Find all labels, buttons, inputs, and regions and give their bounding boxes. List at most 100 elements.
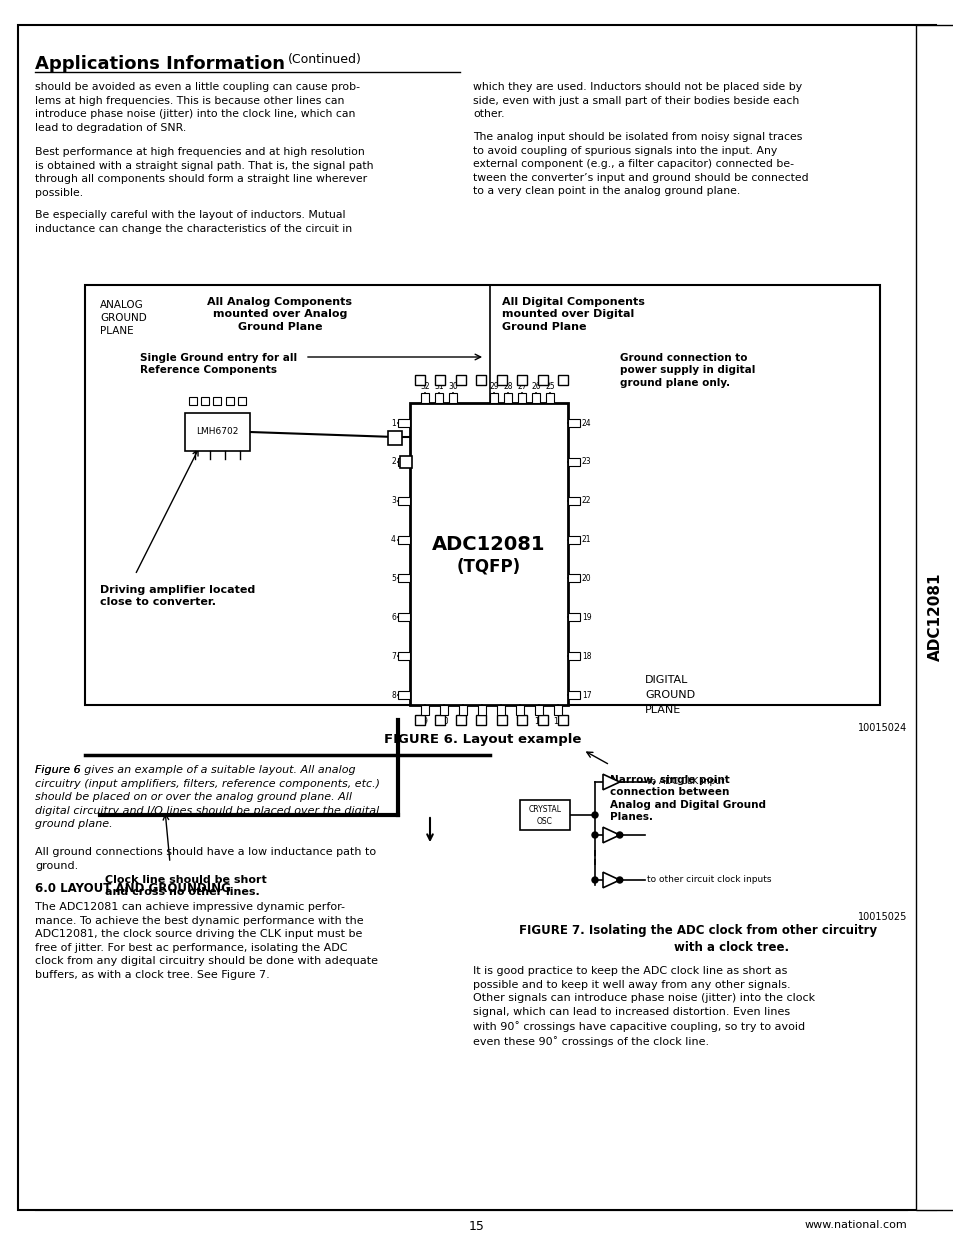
Bar: [213, 396, 221, 405]
Text: Clock line should be short
and cross no other lines.: Clock line should be short and cross no …: [105, 876, 267, 898]
Text: to ADC CLK input: to ADC CLK input: [646, 778, 723, 787]
Text: CRYSTAL: CRYSTAL: [528, 805, 561, 815]
Bar: [420, 393, 429, 403]
Bar: [415, 375, 424, 385]
Text: 2: 2: [391, 457, 395, 467]
Text: 3: 3: [391, 496, 395, 505]
Text: LMH6702: LMH6702: [196, 427, 238, 436]
Bar: [397, 614, 410, 621]
Text: ADC12081: ADC12081: [926, 573, 942, 661]
Bar: [415, 715, 424, 725]
Text: FIGURE 7. Isolating the ADC clock from other circuitry
                with a cl: FIGURE 7. Isolating the ADC clock from o…: [518, 924, 877, 953]
Text: 31: 31: [434, 382, 443, 391]
Bar: [397, 652, 410, 661]
Bar: [503, 393, 512, 403]
Text: Reference Components: Reference Components: [140, 366, 276, 375]
Text: 12: 12: [476, 718, 486, 726]
Bar: [420, 705, 429, 715]
Text: 15: 15: [469, 1220, 484, 1233]
Bar: [567, 536, 579, 543]
Bar: [497, 375, 506, 385]
Bar: [476, 715, 486, 725]
Text: 24: 24: [581, 419, 591, 427]
Text: ADC12081: ADC12081: [432, 535, 545, 553]
Bar: [535, 705, 542, 715]
Bar: [388, 431, 401, 445]
Text: 20: 20: [581, 574, 591, 583]
Bar: [397, 574, 410, 583]
Text: Best performance at high frequencies and at high resolution
is obtained with a s: Best performance at high frequencies and…: [35, 147, 374, 198]
Bar: [490, 393, 497, 403]
Text: 17: 17: [581, 690, 591, 699]
Bar: [237, 396, 246, 405]
Text: 19: 19: [581, 613, 591, 621]
Text: 9: 9: [422, 718, 427, 726]
Text: 10015024: 10015024: [857, 722, 906, 734]
Bar: [477, 705, 485, 715]
Text: All Analog Components
mounted over Analog
Ground Plane: All Analog Components mounted over Analo…: [208, 296, 352, 332]
Text: Narrow, single point
connection between
Analog and Digital Ground
Planes.: Narrow, single point connection between …: [609, 776, 765, 823]
Bar: [497, 715, 506, 725]
Text: should be avoided as even a little coupling can cause prob-
lems at high frequen: should be avoided as even a little coupl…: [35, 82, 359, 133]
Text: 25: 25: [544, 382, 555, 391]
Polygon shape: [602, 774, 619, 790]
Text: 28: 28: [503, 382, 512, 391]
Text: Driving amplifier located
close to converter.: Driving amplifier located close to conve…: [100, 585, 255, 608]
Circle shape: [617, 832, 622, 839]
Text: DIGITAL
GROUND
PLANE: DIGITAL GROUND PLANE: [644, 676, 695, 715]
Bar: [399, 456, 412, 468]
Bar: [410, 403, 567, 705]
Text: www.national.com: www.national.com: [803, 1220, 906, 1230]
Circle shape: [592, 811, 598, 818]
Text: 21: 21: [581, 535, 591, 545]
Bar: [435, 375, 445, 385]
Bar: [519, 800, 569, 830]
Polygon shape: [602, 827, 619, 842]
Bar: [201, 396, 209, 405]
Bar: [397, 496, 410, 505]
Bar: [185, 412, 250, 451]
Circle shape: [592, 877, 598, 883]
Bar: [397, 458, 410, 466]
Bar: [567, 692, 579, 699]
Bar: [85, 285, 879, 705]
Bar: [226, 396, 233, 405]
Text: OSC: OSC: [537, 816, 553, 825]
Text: It is good practice to keep the ADC clock line as short as
possible and to keep : It is good practice to keep the ADC cloc…: [473, 966, 814, 1046]
Text: 13: 13: [496, 718, 505, 726]
Bar: [439, 705, 448, 715]
Text: ANALOG
GROUND
PLANE: ANALOG GROUND PLANE: [100, 300, 147, 336]
Bar: [532, 393, 539, 403]
Text: 29: 29: [489, 382, 498, 391]
Text: The analog input should be isolated from noisy signal traces
to avoid coupling o: The analog input should be isolated from…: [473, 132, 808, 196]
Bar: [567, 574, 579, 583]
Bar: [435, 715, 445, 725]
Text: All ground connections should have a low inductance path to
ground.: All ground connections should have a low…: [35, 847, 375, 871]
Text: 27: 27: [517, 382, 526, 391]
Text: 15: 15: [534, 718, 543, 726]
Bar: [456, 375, 465, 385]
Text: 16: 16: [553, 718, 562, 726]
Bar: [397, 419, 410, 427]
Text: which they are used. Inductors should not be placed side by
side, even with just: which they are used. Inductors should no…: [473, 82, 801, 120]
Text: Figure 6 gives an example of a suitable layout. All analog
circuitry (input ampl: Figure 6 gives an example of a suitable …: [35, 764, 379, 830]
Bar: [558, 715, 567, 725]
Text: All Digital Components
mounted over Digital
Ground Plane: All Digital Components mounted over Digi…: [501, 296, 644, 332]
Bar: [476, 375, 486, 385]
Circle shape: [617, 877, 622, 883]
Text: 6: 6: [391, 613, 395, 621]
Bar: [567, 496, 579, 505]
Text: 6.0 LAYOUT AND GROUNDING: 6.0 LAYOUT AND GROUNDING: [35, 882, 231, 895]
Bar: [567, 652, 579, 661]
Text: 23: 23: [581, 457, 591, 467]
Text: (TQFP): (TQFP): [456, 557, 520, 576]
Text: Single Ground entry for all: Single Ground entry for all: [140, 353, 296, 363]
Text: Ground connection to
power supply in digital
ground plane only.: Ground connection to power supply in dig…: [619, 353, 755, 388]
Bar: [517, 393, 525, 403]
Bar: [449, 393, 456, 403]
Text: 14: 14: [515, 718, 524, 726]
Text: (Continued): (Continued): [288, 53, 361, 65]
Text: to other circuit clock inputs: to other circuit clock inputs: [646, 876, 770, 884]
Bar: [545, 393, 554, 403]
Bar: [517, 375, 527, 385]
